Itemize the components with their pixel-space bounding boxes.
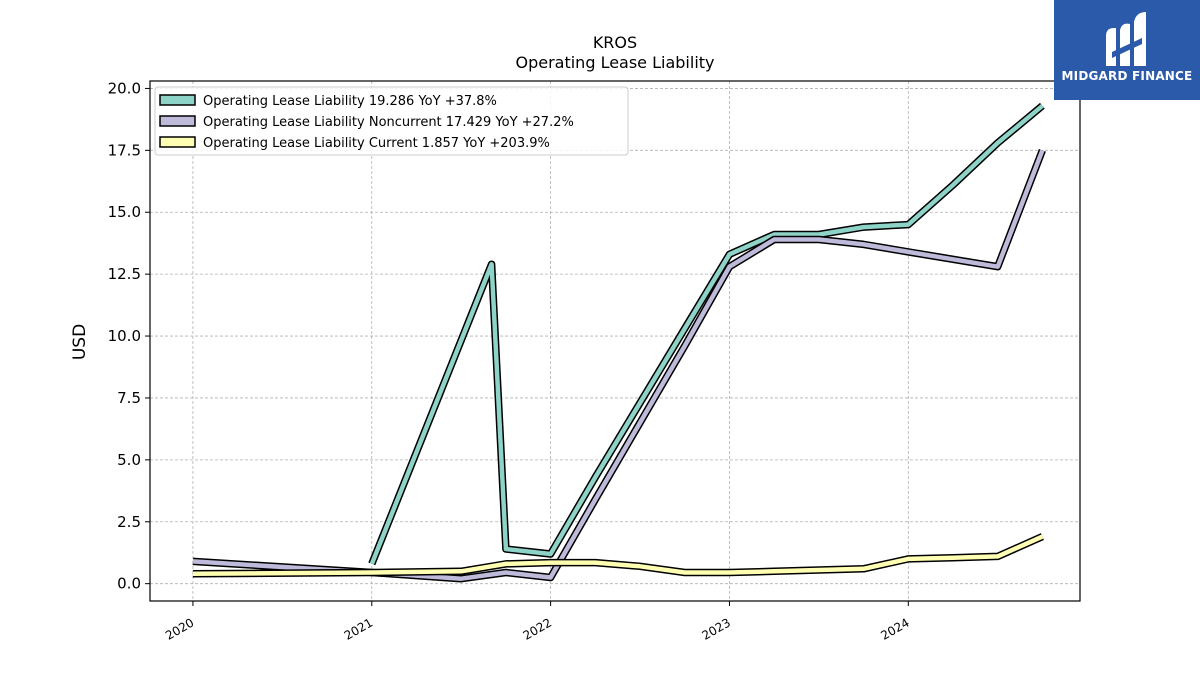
series-outline [368,102,1045,566]
y-tick-label: 0.0 [117,575,141,593]
x-tick-label: 2020 [163,615,196,642]
legend: Operating Lease Liability 19.286 YoY +37… [154,86,629,156]
y-tick-label: 10.0 [108,327,141,345]
legend-box [154,86,629,156]
x-tick-label: 2022 [521,615,554,642]
legend-label: Operating Lease Liability Noncurrent 17.… [203,115,574,130]
legend-swatch [159,94,196,106]
series-line [192,149,1045,581]
x-tick-label: 2021 [342,615,375,642]
logo-mark-icon [1106,12,1146,67]
y-tick-label: 5.0 [117,451,141,469]
series-lines [192,102,1046,583]
y-axis-label: USD [70,324,90,360]
chart-title: KROS [593,33,637,52]
legend-label: Operating Lease Liability Current 1.857 … [203,136,550,151]
x-tick-label: 2023 [700,615,733,642]
legend-swatch [159,115,196,127]
x-tick-label: 2024 [878,615,911,642]
series-line [192,534,1044,577]
axis-ticks: 0.0 2.5 5.0 7.5 10.0 12.5 15.0 17.5 20.0 2020 2021… [108,79,912,642]
y-tick-label: 2.5 [117,513,141,531]
y-tick-label: 20.0 [108,79,141,97]
y-tick-label: 17.5 [108,141,141,159]
y-tick-label: 15.0 [108,203,141,221]
y-tick-label: 7.5 [117,389,141,407]
chart-subtitle: Operating Lease Liability [515,53,714,72]
brand-name: MIDGARD FINANCE [1061,69,1193,83]
series-line [369,104,1044,565]
grid [150,81,1080,601]
legend-label: Operating Lease Liability 19.286 YoY +37… [203,94,497,109]
legend-swatch [159,136,196,148]
plot-frame [149,80,1081,602]
y-tick-label: 12.5 [108,265,141,283]
brand-logo: MIDGARD FINANCE [1054,0,1200,100]
